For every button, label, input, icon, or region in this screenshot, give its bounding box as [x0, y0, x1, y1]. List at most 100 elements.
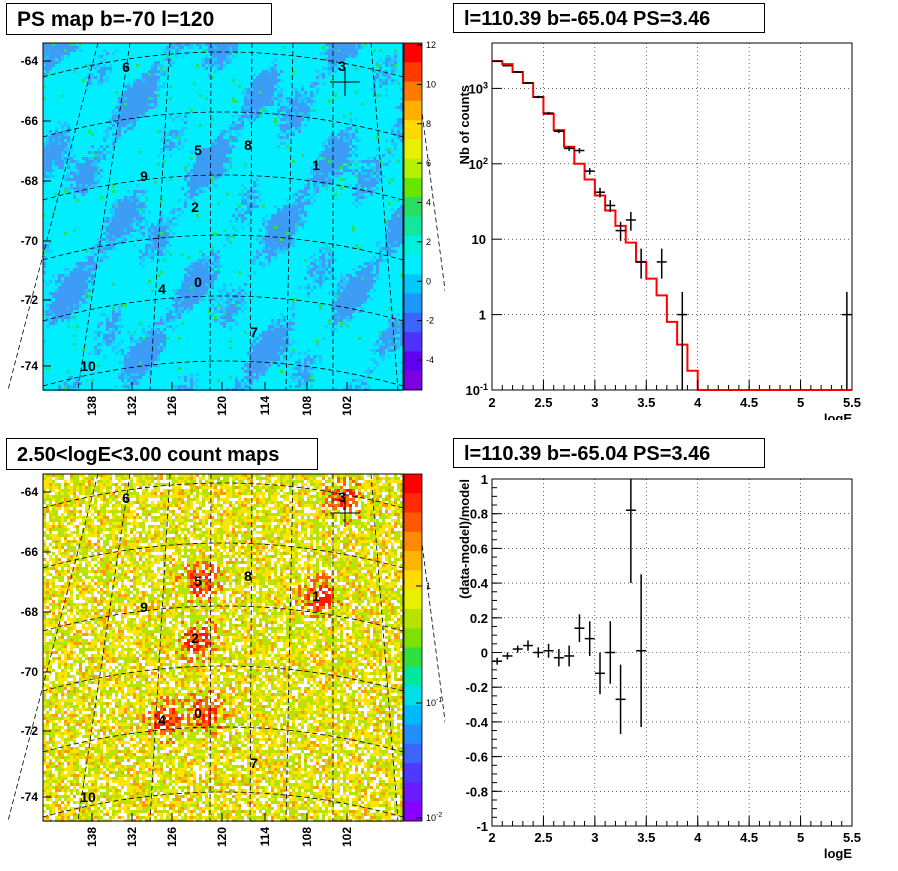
- source-label: 9: [140, 168, 148, 184]
- residual-point: [574, 614, 585, 643]
- source-label: 8: [244, 568, 252, 584]
- x-tick-label: 3: [591, 830, 598, 845]
- latitude-line: [42, 605, 404, 632]
- ps-map-source-labels: 0 1 2 3 4 5 6 7 8 9 10: [80, 58, 360, 374]
- residual-data: [492, 479, 647, 735]
- x-tick-label: 2.5: [534, 395, 552, 410]
- colorbar-tick-label: 10-1: [426, 697, 442, 708]
- count-map-title: 2.50<logE<3.00 count maps: [6, 438, 318, 470]
- source-label: 8: [244, 137, 252, 153]
- longitude-line: [7, 473, 99, 822]
- longitude-line: [77, 42, 131, 391]
- latitude-line: [42, 726, 404, 753]
- data-point: [564, 146, 575, 151]
- source-label: 9: [140, 599, 148, 615]
- y-tick-label: 0: [481, 646, 488, 661]
- longitude-line: [77, 473, 131, 822]
- source-label: 7: [250, 324, 258, 340]
- residual-axes: 2 2.5 3 3.5 4 4.5 5 5.5 -1 -0.8 -0.6 -0.4 -0.2 0 0.2 0.…: [457, 472, 861, 861]
- source-label: 3: [338, 489, 346, 505]
- x-tick-label: 5: [797, 830, 804, 845]
- residual-point: [502, 652, 513, 660]
- spectrum-title: l=110.39 b=-65.04 PS=3.46: [453, 3, 765, 33]
- model-histogram: [492, 60, 852, 391]
- colorbar-tick-label: 2: [426, 237, 431, 247]
- latitude-line: [42, 111, 404, 138]
- data-point: [492, 60, 503, 62]
- colorbar-swatch: [404, 705, 422, 726]
- colorbar-swatch: [404, 724, 422, 745]
- colorbar-swatch: [404, 666, 422, 687]
- data-point: [543, 111, 554, 115]
- count-map-colorbar: 1 10-1 10-2: [403, 473, 442, 823]
- x-tick-label: 4.5: [740, 830, 758, 845]
- longitude-line: [370, 473, 399, 822]
- colorbar-swatch: [404, 274, 422, 295]
- x-tick-label: 120: [215, 396, 229, 416]
- colorbar-tick-label: 12: [426, 40, 436, 50]
- data-point: [615, 221, 626, 241]
- x-tick-label: 138: [85, 827, 99, 847]
- latitude-line: [42, 295, 404, 322]
- data-point: [553, 129, 564, 134]
- y-tick-label: 102: [469, 156, 488, 172]
- x-tick-label: 4: [694, 395, 702, 410]
- colorbar-swatch: [404, 608, 422, 629]
- source-label: 5: [194, 573, 202, 589]
- longitude-line: [149, 473, 171, 822]
- residual-point: [615, 664, 626, 735]
- spectrum-axes: 2 2.5 3 3.5 4 4.5 5 5.5 10-1 1 10 102 103 logE Nb of c…: [457, 80, 861, 420]
- y-tick-label: -70: [21, 665, 39, 679]
- colorbar-swatch: [404, 628, 422, 648]
- source-label: 10: [80, 789, 96, 805]
- colorbar-swatch: [404, 332, 422, 352]
- x-tick-label: 102: [340, 396, 354, 416]
- colorbar-tick-label: 10-2: [426, 812, 442, 823]
- y-tick-label: 103: [469, 80, 488, 96]
- x-tick-label: 5.5: [843, 830, 861, 845]
- y-tick-label: 0.6: [470, 541, 488, 556]
- latitude-line: [42, 482, 404, 509]
- source-label: 2: [191, 199, 199, 215]
- longitude-line: [7, 42, 99, 391]
- colorbar-swatch: [404, 370, 422, 391]
- longitude-line: [149, 42, 171, 391]
- colorbar-swatch: [404, 763, 422, 783]
- colorbar-swatch: [404, 782, 422, 803]
- colorbar-swatch: [404, 351, 422, 372]
- source-label: 0: [194, 705, 202, 721]
- y-tick-label: -0.2: [466, 680, 488, 695]
- y-tick-label: 0.4: [470, 576, 489, 591]
- source-label: 3: [338, 58, 346, 74]
- data-point: [636, 248, 647, 279]
- longitude-line: [249, 473, 253, 822]
- x-tick-label: 3.5: [637, 830, 655, 845]
- ps-map-title: PS map b=-70 l=120: [6, 3, 272, 35]
- x-tick-label: 4: [694, 830, 702, 845]
- y-tick-label: -72: [21, 293, 39, 307]
- source-label: 2: [191, 630, 199, 646]
- data-point: [605, 200, 616, 212]
- colorbar-swatch: [404, 589, 422, 610]
- x-tick-label: 138: [85, 396, 99, 416]
- longitude-line: [249, 42, 253, 391]
- data-point: [533, 95, 544, 99]
- x-tick-label: 4.5: [740, 395, 758, 410]
- colorbar-swatch: [404, 100, 422, 121]
- y-tick-label: -70: [21, 234, 39, 248]
- colorbar-swatch: [404, 177, 422, 198]
- residual-grid: [491, 478, 853, 827]
- x-tick-label: 126: [165, 396, 179, 416]
- y-tick-label: 10-1: [466, 382, 488, 398]
- plot-frame: [491, 42, 853, 391]
- map-frame: [42, 473, 404, 822]
- latitude-line: [42, 174, 404, 201]
- latitude-line: [42, 791, 404, 818]
- longitude-line: [209, 473, 212, 822]
- source-label: 5: [194, 142, 202, 158]
- source-label: 1: [312, 157, 320, 173]
- x-tick-label: 114: [258, 827, 272, 847]
- source-label: 0: [194, 274, 202, 290]
